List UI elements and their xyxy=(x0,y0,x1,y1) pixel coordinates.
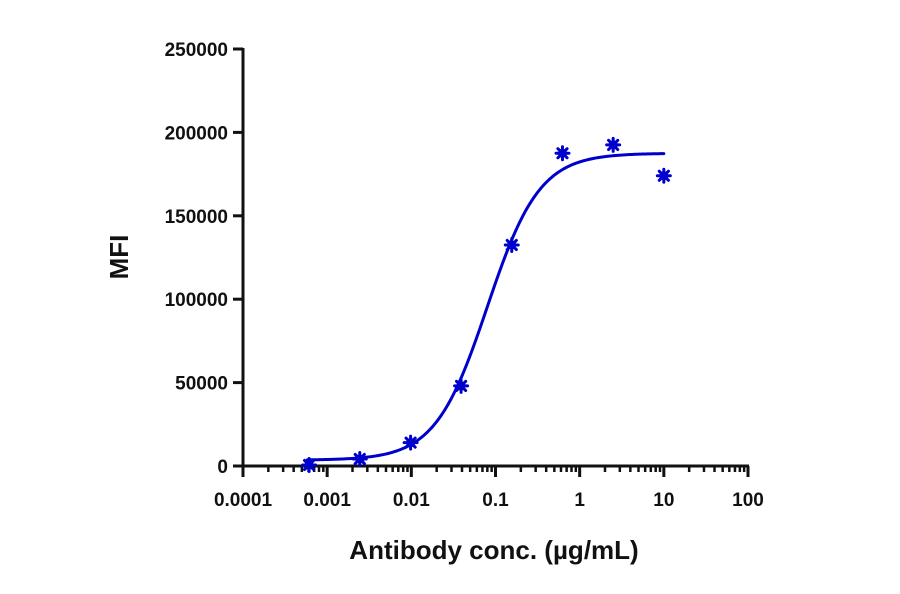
data-point-marker xyxy=(402,434,419,451)
data-point-marker xyxy=(605,136,622,153)
y-axis: 0 50000 100000 150000 200000 250000 xyxy=(165,40,245,478)
x-tick-label: 100 xyxy=(732,490,764,511)
x-tick-label: 0.001 xyxy=(303,490,351,511)
x-axis-title: Antibody conc. (µg/mL) xyxy=(349,535,638,565)
y-tick-label: 0 xyxy=(217,457,228,478)
y-tick-label: 200000 xyxy=(165,123,228,144)
data-point-marker xyxy=(351,450,368,467)
y-tick-label: 100000 xyxy=(165,290,228,311)
x-tick-label: 1 xyxy=(574,490,585,511)
data-point-marker xyxy=(301,456,318,473)
x-axis: 0.0001 0.001 0.01 0.1 1 10 100 xyxy=(214,464,764,511)
data-point-marker xyxy=(503,236,520,253)
y-tick-label: 150000 xyxy=(165,207,228,228)
data-point-marker xyxy=(655,167,672,184)
data-point-marker xyxy=(554,145,571,162)
y-axis-title: MFI xyxy=(104,235,134,280)
x-tick-label: 0.01 xyxy=(393,490,430,511)
x-tick-label: 0.1 xyxy=(482,490,509,511)
y-tick-label: 250000 xyxy=(165,40,228,61)
data-point-marker xyxy=(453,377,470,394)
y-tick-label: 50000 xyxy=(175,374,228,395)
x-tick-label: 0.0001 xyxy=(214,490,273,511)
x-tick-label: 10 xyxy=(653,490,674,511)
data-points xyxy=(301,136,672,473)
fit-curve xyxy=(305,152,666,462)
